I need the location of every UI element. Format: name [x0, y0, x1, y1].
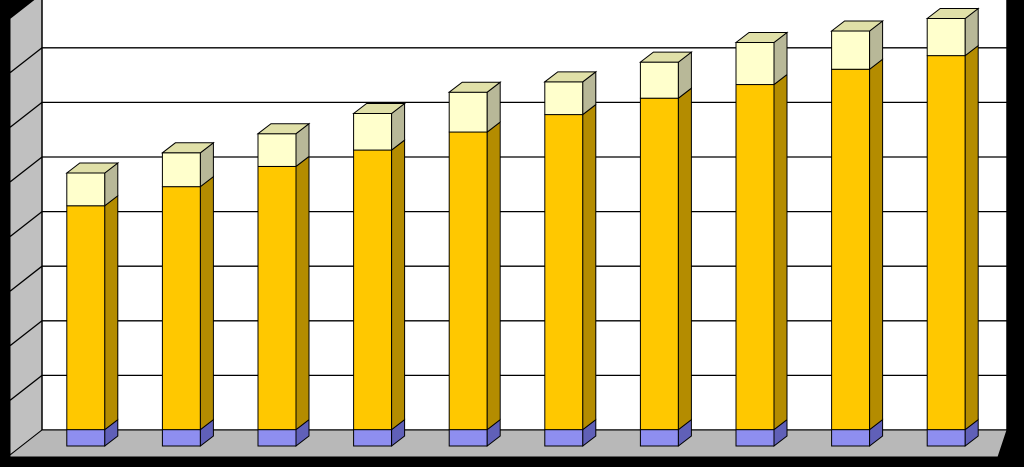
bar-top	[543, 71, 598, 83]
bar-segment	[353, 112, 393, 151]
bar-segment-side	[486, 121, 501, 431]
bar-segment	[66, 172, 106, 207]
bar-top	[160, 142, 215, 154]
bar-top	[352, 102, 407, 114]
bar-segment	[926, 429, 966, 447]
bar-segment	[66, 429, 106, 447]
bar-segment	[639, 61, 679, 99]
bar-segment	[544, 114, 584, 431]
bar-top	[925, 7, 980, 19]
bar-segment	[735, 42, 775, 86]
bar-segment	[926, 55, 966, 431]
bar-segment	[161, 429, 201, 447]
bar-segment	[735, 429, 775, 447]
bar-segment	[639, 429, 679, 447]
bar-segment-side	[582, 103, 597, 431]
gridline	[9, 0, 35, 19]
gridline	[9, 47, 1007, 74]
bar-top	[65, 162, 120, 174]
bar-segment-side	[869, 58, 884, 431]
bar-top	[447, 81, 502, 93]
bar-segment-side	[964, 44, 979, 431]
bar-segment	[257, 165, 297, 431]
bar-segment	[161, 186, 201, 431]
bar-segment	[66, 205, 106, 431]
bar-top	[638, 51, 693, 63]
bar-segment	[831, 68, 871, 431]
bar-segment-side	[677, 87, 692, 431]
bar-segment-side	[391, 139, 406, 431]
bar-segment-side	[295, 155, 310, 431]
bar-segment	[353, 429, 393, 447]
bar-top	[734, 32, 789, 44]
bar-top	[256, 123, 311, 135]
bar-segment	[831, 30, 871, 70]
bar-segment	[448, 131, 488, 431]
bar-segment-side	[199, 175, 214, 431]
bar-segment	[831, 429, 871, 447]
bar-segment	[735, 84, 775, 431]
bar-segment	[448, 91, 488, 133]
bar-segment	[544, 429, 584, 447]
bar-segment	[353, 149, 393, 431]
bar-segment	[448, 429, 488, 447]
bar-top	[830, 20, 885, 32]
bar-segment	[257, 429, 297, 447]
bar-segment	[161, 152, 201, 188]
bar-segment-side	[773, 73, 788, 431]
bar-segment	[926, 17, 966, 57]
bar-segment	[639, 97, 679, 431]
bar-segment	[544, 81, 584, 116]
bar-segment-side	[104, 194, 119, 431]
bar-segment	[257, 133, 297, 167]
